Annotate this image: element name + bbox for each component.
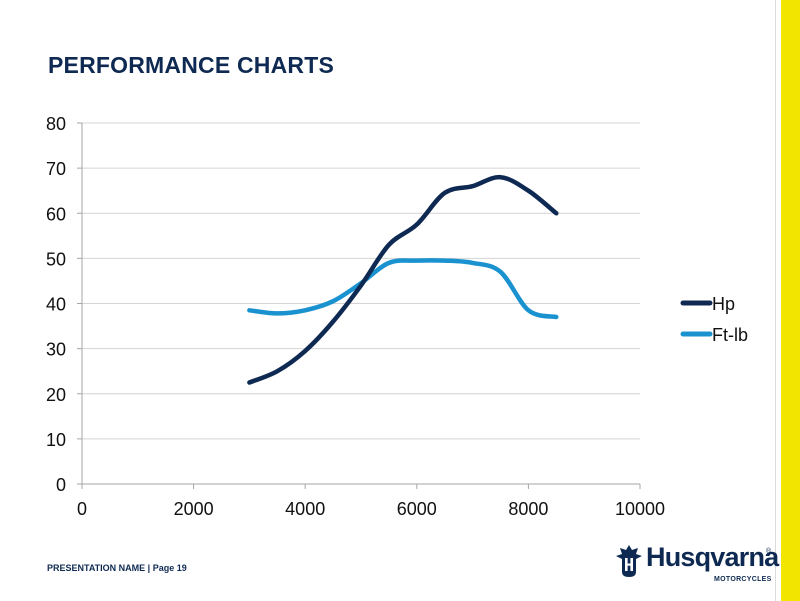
brand-subtitle: MOTORCYCLES [714, 576, 772, 583]
x-tick-label-10000: 10000 [615, 499, 665, 519]
husqvarna-logo: Husqvarna ® MOTORCYCLES [614, 540, 779, 590]
x-tick-label-0: 0 [77, 499, 87, 519]
grid-lines [82, 122, 640, 440]
brand-registered-mark: ® [766, 548, 772, 555]
page-title: PERFORMANCE CHARTS [48, 52, 334, 78]
y-tick-label-20: 20 [46, 385, 66, 405]
y-tick-label-60: 60 [46, 204, 66, 224]
y-tick-label-70: 70 [46, 159, 66, 179]
footer-text: PRESENTATION NAME | Page 19 [47, 563, 187, 573]
y-tick-label-50: 50 [46, 249, 66, 269]
series-line-hp [247, 174, 559, 385]
series-lines [247, 174, 559, 385]
accent-divider [775, 0, 776, 601]
tick-labels: 0 10 20 30 40 50 60 70 80 0 2000 4000 6000 8000 10000 [46, 114, 665, 519]
axes [77, 122, 641, 489]
legend-label-ft-lb: Ft-lb [712, 325, 748, 345]
y-tick-label-30: 30 [46, 340, 66, 360]
brand-name: Husqvarna [646, 542, 779, 572]
y-tick-label-40: 40 [46, 295, 66, 315]
husqvarna-crown-icon [616, 545, 642, 577]
y-tick-label-10: 10 [46, 430, 66, 450]
y-tick-label-80: 80 [46, 114, 66, 134]
x-tick-label-6000: 6000 [397, 499, 437, 519]
y-tick-label-0: 0 [56, 475, 66, 495]
series-line-ft-lb [247, 258, 559, 320]
x-tick-label-2000: 2000 [174, 499, 214, 519]
accent-bar [781, 0, 800, 601]
x-tick-label-8000: 8000 [508, 499, 548, 519]
legend: Hp Ft-lb [680, 294, 748, 345]
legend-label-hp: Hp [712, 294, 735, 314]
x-tick-label-4000: 4000 [285, 499, 325, 519]
